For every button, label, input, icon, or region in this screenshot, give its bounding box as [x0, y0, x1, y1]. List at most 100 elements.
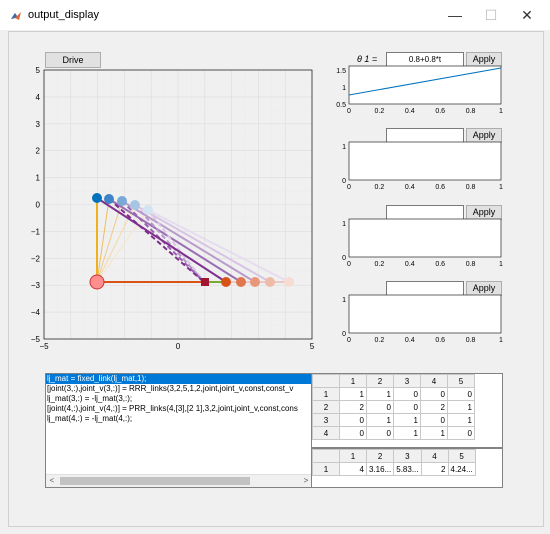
- table-cell[interactable]: 4: [339, 462, 367, 476]
- table-cell[interactable]: 1: [447, 400, 475, 414]
- row-header[interactable]: 3: [312, 413, 340, 427]
- list-item[interactable]: [joint(3,:),joint_v(3,:)] = RRR_links(3,…: [47, 384, 294, 393]
- table-cell[interactable]: 1: [447, 413, 475, 427]
- list-item[interactable]: [joint(4,:),joint_v(4,:)] = PRR_links(4,…: [47, 404, 298, 413]
- y-tick-label: −4: [31, 308, 41, 317]
- column-header[interactable]: 2: [366, 374, 394, 388]
- table-row: 1 4 3.16... 5.83... 2 4.24...: [312, 462, 476, 476]
- ghost-link: [108, 198, 242, 283]
- angle-expression-input[interactable]: [386, 205, 464, 220]
- ghost-joint: [117, 196, 127, 206]
- y-tick-label: −3: [31, 281, 41, 290]
- dashed-link: [108, 198, 206, 284]
- angle-expression-input[interactable]: [386, 281, 464, 296]
- column-header[interactable]: 5: [447, 449, 476, 463]
- table-cell[interactable]: 3.16...: [365, 462, 395, 476]
- table-cell[interactable]: 1: [393, 426, 421, 440]
- apply-button[interactable]: Apply: [466, 52, 502, 67]
- ghost-joint: [130, 200, 140, 210]
- close-button[interactable]: ✕: [521, 7, 533, 23]
- y-tick-label: −2: [31, 254, 41, 263]
- table-cell[interactable]: 0: [393, 387, 421, 401]
- table-cell[interactable]: 0: [420, 387, 448, 401]
- dashed-link: [134, 204, 206, 284]
- table-cell[interactable]: 2: [420, 462, 449, 476]
- drive-button[interactable]: Drive: [45, 52, 101, 68]
- apply-button[interactable]: Apply: [466, 205, 502, 220]
- column-header[interactable]: 4: [420, 449, 449, 463]
- ghost-link: [147, 209, 290, 283]
- table-cell[interactable]: 0: [339, 413, 367, 427]
- row-header[interactable]: 4: [312, 426, 340, 440]
- list-item-selected[interactable]: lj_mat = fixed_link(lj_mat,1);: [46, 374, 312, 384]
- apply-button[interactable]: Apply: [466, 128, 502, 143]
- ghost-joint: [236, 277, 246, 287]
- column-header[interactable]: 3: [393, 449, 422, 463]
- scroll-right-icon[interactable]: >: [303, 476, 309, 485]
- row-header[interactable]: 1: [312, 387, 340, 401]
- scrollbar-thumb[interactable]: [60, 477, 250, 485]
- list-item[interactable]: lj_mat(4,:) = -lj_mat(4,:);: [47, 414, 133, 423]
- link-length-table[interactable]: 1 2 3 4 5 1 4 3.16... 5.83... 2 4.24...: [311, 448, 503, 488]
- ghost-joint: [265, 277, 275, 287]
- main-axes-grid: 5 4 3 2 1 0 −1 −2 −3 −4 −5: [31, 66, 313, 344]
- table-cell[interactable]: 1: [393, 413, 421, 427]
- column-header[interactable]: 5: [447, 374, 475, 388]
- y-tick-label: 1: [36, 174, 41, 183]
- column-header[interactable]: 1: [339, 449, 367, 463]
- y-tick-label: 3: [36, 120, 41, 129]
- column-header[interactable]: 3: [393, 374, 421, 388]
- table-cell[interactable]: 1: [420, 426, 448, 440]
- minimize-button[interactable]: —: [448, 7, 462, 23]
- y-tick-label: 2: [36, 147, 41, 156]
- table-cell[interactable]: 0: [366, 400, 394, 414]
- matlab-app-icon: [11, 12, 21, 20]
- list-item[interactable]: lj_mat(3,:) = -lj_mat(3,:);: [47, 394, 133, 403]
- main-axes-frame: [43, 69, 313, 340]
- coupler-link: [96, 197, 227, 283]
- ghost-link: [121, 200, 256, 283]
- y-tick-label: −1: [31, 227, 41, 236]
- table-cell[interactable]: 0: [420, 413, 448, 427]
- table-cell[interactable]: 0: [339, 426, 367, 440]
- horizontal-scrollbar[interactable]: < >: [46, 474, 312, 487]
- y-tick-label: 4: [36, 93, 41, 102]
- moving-joint: [92, 193, 102, 203]
- angle-expression-input[interactable]: [386, 128, 464, 143]
- y-tick-label: 5: [36, 66, 41, 75]
- table-cell[interactable]: 1: [366, 387, 394, 401]
- table-cell[interactable]: 5.83...: [393, 462, 422, 476]
- table-cell[interactable]: 1: [339, 387, 367, 401]
- row-header[interactable]: 1: [312, 462, 340, 476]
- table-cell[interactable]: 4.24...: [447, 462, 476, 476]
- angle-expression-input[interactable]: 0.8+0.8*t: [386, 52, 464, 67]
- ghost-joint: [104, 194, 114, 204]
- table-corner: [312, 449, 340, 463]
- apply-button[interactable]: Apply: [466, 281, 502, 296]
- slider-block: [201, 278, 209, 286]
- row-header[interactable]: 2: [312, 400, 340, 414]
- table-cell[interactable]: 0: [366, 426, 394, 440]
- column-header[interactable]: 1: [339, 374, 367, 388]
- maximize-button[interactable]: ☐: [484, 7, 498, 23]
- table-cell[interactable]: 1: [366, 413, 394, 427]
- main-axes-ticks: −5 0 5: [39, 342, 314, 351]
- table-cell[interactable]: 0: [447, 387, 475, 401]
- column-header[interactable]: 4: [420, 374, 448, 388]
- column-header[interactable]: 2: [365, 449, 395, 463]
- table-corner: [312, 374, 340, 388]
- ghost-joint: [250, 277, 260, 287]
- code-listbox[interactable]: lj_mat = fixed_link(lj_mat,1); [joint(3,:…: [45, 373, 313, 488]
- table-cell[interactable]: 0: [447, 426, 475, 440]
- table-cell[interactable]: 0: [393, 400, 421, 414]
- output-joint: [221, 277, 231, 287]
- y-tick-label: −5: [31, 335, 41, 344]
- scroll-left-icon[interactable]: <: [49, 476, 55, 485]
- table-cell[interactable]: 2: [420, 400, 448, 414]
- table-cell[interactable]: 2: [339, 400, 367, 414]
